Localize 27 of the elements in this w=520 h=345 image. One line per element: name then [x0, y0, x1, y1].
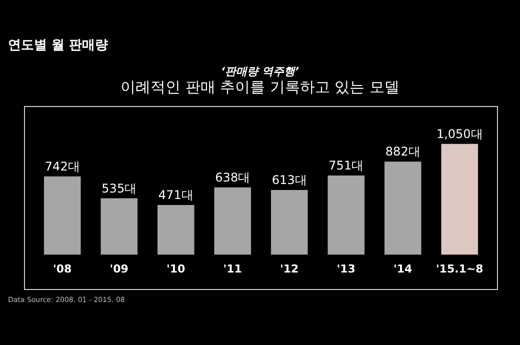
data-label: 638대 — [215, 170, 250, 185]
data-label: 742대 — [44, 160, 80, 174]
x-tick-label: '12 — [280, 262, 299, 276]
bar — [100, 198, 138, 255]
bar — [441, 144, 478, 255]
data-label: 471대 — [158, 188, 194, 202]
data-label: 882대 — [385, 144, 420, 159]
data-label: 1,050대 — [436, 126, 483, 141]
data-label: 751대 — [328, 158, 364, 173]
x-tick-label: '15.1~8 — [436, 262, 484, 276]
x-tick-label: '09 — [110, 262, 128, 276]
x-tick-label: '08 — [53, 262, 72, 276]
bar — [44, 176, 81, 255]
bar — [384, 162, 422, 255]
x-tick-label: '11 — [223, 262, 242, 276]
x-tick-label: '14 — [394, 262, 413, 276]
chart-title: 연도별 월 판매량 — [8, 37, 108, 54]
chart-subtitle: ‘판매량 역주행’ — [220, 64, 300, 79]
bar — [157, 205, 194, 255]
data-label: 613대 — [272, 173, 307, 188]
bar — [214, 187, 252, 255]
text: 이례적인 판매 추이를 기록하고 있는 모델 — [120, 78, 400, 97]
bar — [328, 175, 365, 255]
x-tick-label: '10 — [166, 262, 186, 276]
bar — [270, 190, 308, 255]
x-tick-label: '13 — [336, 262, 356, 276]
data-label: 535대 — [102, 181, 137, 196]
